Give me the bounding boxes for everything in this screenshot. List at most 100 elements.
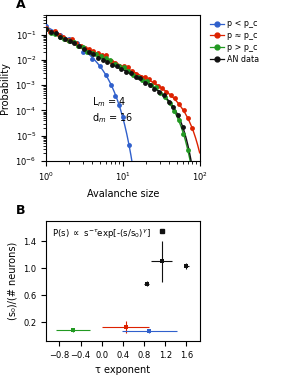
Point	[53, 30, 58, 36]
Point	[176, 112, 180, 118]
Point	[117, 63, 122, 69]
Point	[144, 78, 149, 84]
Point	[114, 63, 119, 69]
Point	[80, 44, 85, 50]
Point	[181, 131, 186, 137]
Point	[67, 36, 72, 42]
Point	[110, 61, 114, 67]
Point	[177, 101, 182, 107]
Point	[44, 25, 49, 31]
Point	[49, 30, 53, 36]
Point	[105, 59, 110, 65]
Point	[181, 107, 186, 113]
Point	[157, 89, 162, 95]
Point	[65, 37, 70, 43]
Point	[134, 188, 139, 194]
Point	[185, 147, 190, 153]
Point	[67, 38, 72, 44]
Text: A: A	[15, 0, 25, 11]
Point	[172, 108, 176, 114]
Point	[113, 60, 117, 66]
Point	[97, 63, 102, 69]
Point	[103, 72, 108, 78]
Point	[74, 40, 79, 46]
Point	[44, 23, 49, 29]
Point	[176, 117, 181, 123]
Point	[162, 94, 167, 100]
Point	[121, 63, 126, 69]
Point	[58, 34, 62, 40]
Point	[138, 75, 143, 81]
Point	[77, 43, 82, 49]
Point	[126, 68, 131, 74]
Point	[112, 61, 117, 67]
Point	[171, 103, 176, 110]
Point	[80, 49, 85, 55]
Point	[156, 83, 160, 89]
Point	[72, 41, 77, 47]
Point	[143, 74, 148, 80]
Point	[74, 40, 79, 46]
Y-axis label: Probability: Probability	[0, 62, 10, 114]
Point	[104, 52, 109, 58]
Point	[153, 85, 158, 91]
Point	[162, 92, 166, 98]
Point	[140, 245, 145, 251]
Point	[168, 92, 173, 98]
Point	[81, 46, 86, 52]
Y-axis label: (s₀)/(# neurons): (s₀)/(# neurons)	[8, 242, 18, 320]
Point	[109, 81, 114, 88]
Point	[61, 34, 66, 40]
Point	[117, 102, 122, 108]
Point	[166, 99, 171, 105]
Point	[173, 96, 177, 102]
Point	[124, 69, 128, 75]
Point	[160, 85, 164, 91]
Point	[83, 45, 87, 51]
Point	[130, 68, 134, 74]
Point	[167, 100, 172, 106]
Point	[158, 90, 163, 96]
Point	[69, 36, 74, 42]
Text: P(s) $\propto$ s$^{-\tau}$exp[-(s/s$_0$)$^{\gamma}$]: P(s) $\propto$ s$^{-\tau}$exp[-(s/s$_0$)…	[52, 227, 151, 240]
Point	[133, 74, 138, 80]
Point	[91, 48, 96, 54]
Point	[120, 114, 125, 120]
Point	[90, 56, 95, 62]
Point	[117, 63, 122, 69]
Point	[76, 43, 80, 49]
Point	[143, 80, 148, 86]
Point	[134, 71, 139, 77]
Point	[131, 72, 135, 78]
Point	[57, 32, 62, 38]
Point	[147, 82, 152, 88]
Point	[119, 66, 124, 72]
Point	[103, 55, 108, 61]
Point	[85, 49, 90, 55]
Point	[57, 32, 61, 38]
Point	[44, 26, 49, 32]
Point	[58, 34, 63, 40]
Point	[78, 43, 83, 49]
X-axis label: Avalanche size: Avalanche size	[87, 188, 159, 199]
Point	[152, 86, 157, 92]
Point	[100, 52, 104, 58]
X-axis label: τ exponent: τ exponent	[95, 365, 150, 375]
Point	[52, 28, 57, 34]
Point	[113, 93, 118, 99]
Point	[89, 50, 94, 56]
Point	[96, 55, 100, 61]
Point	[140, 77, 145, 83]
Point	[99, 53, 103, 59]
Point	[94, 51, 99, 57]
Text: L$_m$ = 4
d$_m$ = 16: L$_m$ = 4 d$_m$ = 16	[92, 95, 134, 125]
Point	[108, 58, 113, 64]
Point	[86, 49, 91, 55]
Point	[151, 79, 156, 85]
Point	[53, 31, 58, 38]
Point	[138, 74, 143, 80]
Point	[149, 81, 154, 88]
Point	[87, 46, 91, 52]
Point	[48, 29, 53, 35]
Point	[108, 57, 113, 63]
